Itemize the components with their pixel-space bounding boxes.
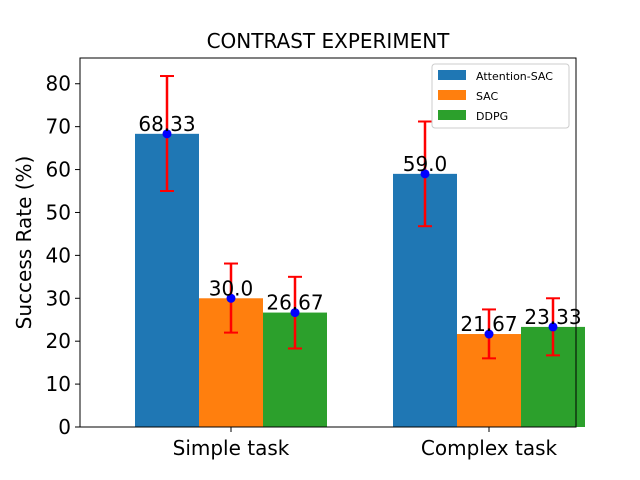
legend-swatch — [438, 110, 466, 120]
y-axis-ticks: 0 10 20 30 40 50 60 70 80 — [46, 72, 80, 439]
plot-frame — [79, 57, 577, 428]
error-bars-layer — [160, 75, 560, 360]
legend-label: SAC — [476, 90, 499, 103]
data-label: 26.67 — [266, 291, 323, 315]
y-tick-label: 20 — [46, 329, 71, 353]
x-tick-label: Simple task — [173, 436, 290, 460]
bars-layer — [135, 133, 585, 427]
mean-marker — [420, 169, 430, 179]
y-tick-label: 50 — [46, 200, 71, 224]
data-label: 30.0 — [209, 276, 254, 300]
data-label: 23.33 — [524, 305, 581, 329]
legend-swatch — [438, 70, 466, 80]
chart-title: CONTRAST EXPERIMENT — [207, 29, 451, 53]
y-tick-label: 10 — [46, 372, 71, 396]
data-label: 68.33 — [138, 112, 195, 136]
mean-marker — [548, 322, 558, 332]
data-label: 59.0 — [403, 152, 448, 176]
y-tick-label: 40 — [46, 243, 71, 267]
y-tick-label: 70 — [46, 115, 71, 139]
y-tick-label: 80 — [46, 72, 71, 96]
y-tick-label: 30 — [46, 286, 71, 310]
y-tick-label: 0 — [58, 415, 71, 439]
mean-marker — [226, 293, 236, 303]
legend: Attention-SAC SAC DDPG — [431, 63, 570, 129]
data-labels-layer: 68.33 59.0 30.0 21.67 26.67 23.33 — [138, 112, 581, 336]
legend-label: Attention-SAC — [476, 70, 553, 83]
mean-marker — [162, 129, 172, 139]
data-label: 21.67 — [460, 312, 517, 336]
legend-box — [431, 63, 570, 129]
x-axis-ticks: Simple task Complex task — [173, 427, 558, 460]
legend-swatch — [438, 90, 466, 100]
legend-label: DDPG — [476, 110, 508, 123]
mean-marker — [484, 329, 494, 339]
y-axis-label: Success Rate (%) — [12, 156, 36, 330]
y-tick-label: 60 — [46, 158, 71, 182]
x-tick-label: Complex task — [421, 436, 558, 460]
mean-marker — [290, 308, 300, 318]
